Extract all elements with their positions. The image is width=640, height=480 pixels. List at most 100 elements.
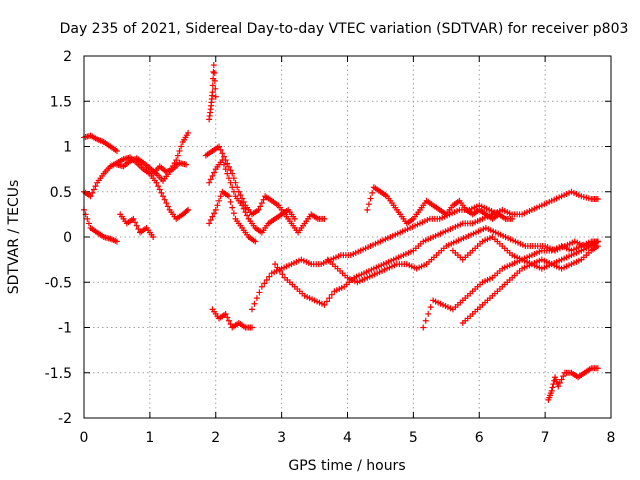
data-point bbox=[178, 143, 185, 150]
data-point bbox=[321, 215, 328, 222]
data-point bbox=[211, 169, 218, 176]
y-tick-label: -1.5 bbox=[45, 366, 72, 382]
data-point bbox=[220, 153, 227, 160]
data-point bbox=[210, 68, 217, 75]
data-point bbox=[150, 234, 157, 240]
data-point bbox=[222, 310, 229, 317]
data-point bbox=[85, 220, 92, 227]
data-point bbox=[185, 206, 192, 213]
y-axis-label: SDTVAR / TECUs bbox=[6, 180, 22, 295]
data-point bbox=[211, 210, 218, 217]
data-point bbox=[549, 384, 556, 391]
data-point bbox=[92, 183, 99, 190]
data-point bbox=[224, 160, 231, 167]
data-point bbox=[279, 271, 286, 278]
data-point bbox=[266, 273, 273, 280]
data-point bbox=[369, 189, 376, 196]
x-tick-label: 8 bbox=[607, 430, 616, 446]
x-tick-label: 6 bbox=[475, 430, 484, 446]
data-point bbox=[160, 193, 167, 200]
y-tick-label: -1 bbox=[58, 321, 72, 337]
data-point bbox=[135, 226, 142, 233]
data-point bbox=[427, 304, 434, 311]
data-point bbox=[212, 93, 219, 100]
data-point bbox=[113, 148, 120, 155]
data-point bbox=[425, 310, 432, 317]
data-point bbox=[207, 217, 214, 224]
data-point bbox=[230, 188, 237, 195]
y-tick-label: -2 bbox=[58, 411, 72, 427]
data-point bbox=[323, 298, 330, 305]
data-point bbox=[209, 172, 216, 179]
data-point bbox=[84, 215, 91, 222]
data-point bbox=[220, 161, 227, 168]
data-point bbox=[209, 213, 216, 220]
data-point bbox=[217, 193, 224, 200]
data-point bbox=[225, 317, 232, 324]
data-point bbox=[548, 387, 555, 394]
data-point bbox=[132, 219, 139, 226]
data-point bbox=[206, 179, 213, 186]
y-tick-label: 0.5 bbox=[50, 185, 72, 201]
data-point bbox=[225, 175, 232, 182]
data-point bbox=[555, 383, 562, 390]
data-point bbox=[263, 276, 270, 283]
data-point bbox=[156, 186, 163, 193]
data-point bbox=[594, 243, 601, 250]
data-point bbox=[153, 179, 160, 186]
data-point bbox=[240, 205, 247, 212]
data-point bbox=[594, 365, 601, 372]
data-point bbox=[227, 321, 234, 328]
data-point bbox=[227, 167, 234, 174]
data-point bbox=[594, 195, 601, 202]
data-point bbox=[211, 69, 218, 76]
data-point bbox=[133, 222, 140, 229]
data-point bbox=[256, 289, 263, 296]
data-point bbox=[227, 198, 234, 205]
data-point bbox=[274, 264, 281, 271]
data-point bbox=[161, 196, 168, 203]
x-tick-label: 1 bbox=[145, 430, 154, 446]
data-point bbox=[164, 203, 171, 210]
data-point bbox=[230, 210, 237, 217]
data-point bbox=[219, 150, 226, 157]
data-point bbox=[560, 373, 567, 380]
x-axis-label: GPS time / hours bbox=[288, 458, 405, 474]
data-point bbox=[207, 176, 214, 183]
data-point bbox=[174, 152, 181, 159]
data-point bbox=[216, 143, 223, 150]
data-point bbox=[276, 267, 283, 274]
x-tick-label: 3 bbox=[277, 430, 286, 446]
data-point bbox=[130, 215, 137, 222]
data-point bbox=[224, 170, 231, 177]
x-tick-label: 4 bbox=[343, 430, 352, 446]
data-point bbox=[328, 291, 335, 298]
data-point bbox=[229, 204, 236, 211]
data-point bbox=[89, 189, 96, 196]
data-point bbox=[321, 301, 328, 308]
data-point bbox=[183, 207, 190, 214]
plot-frame bbox=[83, 55, 612, 419]
data-point bbox=[206, 220, 213, 227]
data-point bbox=[87, 193, 94, 200]
data-point bbox=[185, 129, 192, 136]
data-point bbox=[364, 206, 371, 213]
data-point bbox=[212, 85, 219, 92]
data-point bbox=[214, 202, 221, 209]
data-point bbox=[237, 192, 244, 199]
data-point bbox=[173, 157, 180, 164]
data-point bbox=[240, 198, 247, 205]
data-point bbox=[209, 82, 216, 89]
data-point bbox=[509, 215, 516, 222]
data-point bbox=[255, 206, 262, 213]
data-point bbox=[556, 379, 563, 386]
data-point bbox=[257, 203, 264, 210]
data-point bbox=[158, 189, 165, 196]
data-point bbox=[183, 161, 190, 168]
data-point bbox=[248, 306, 255, 313]
data-point bbox=[225, 193, 232, 200]
data-point bbox=[367, 195, 374, 202]
data-point bbox=[420, 324, 427, 331]
data-point bbox=[365, 201, 372, 208]
